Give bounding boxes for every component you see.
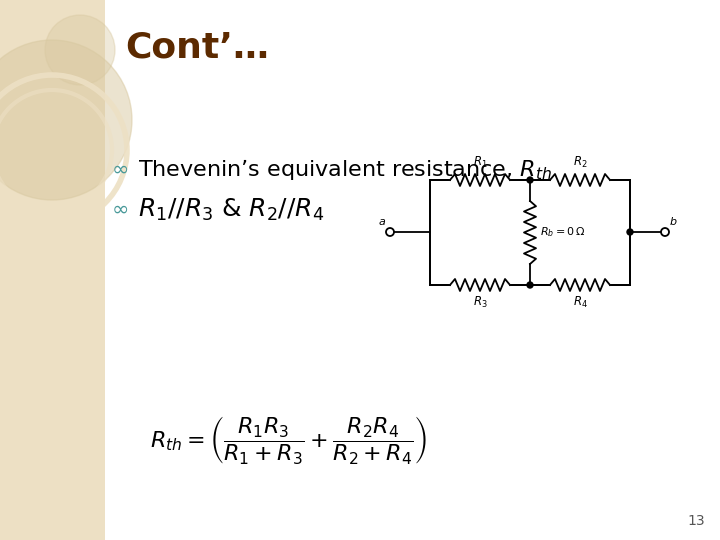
Text: $R_4$: $R_4$	[572, 295, 588, 310]
Circle shape	[661, 228, 669, 236]
Text: a: a	[378, 217, 385, 227]
Circle shape	[527, 177, 533, 183]
Text: $R_3$: $R_3$	[472, 295, 487, 310]
Text: $R_1$: $R_1$	[472, 155, 487, 170]
Text: b: b	[670, 217, 677, 227]
Circle shape	[527, 282, 533, 288]
Text: Cont’…: Cont’…	[125, 30, 269, 64]
Polygon shape	[0, 0, 105, 540]
Circle shape	[386, 228, 394, 236]
Text: 13: 13	[688, 514, 705, 528]
Text: $R_2$: $R_2$	[572, 155, 588, 170]
Text: ∞: ∞	[112, 160, 130, 180]
Text: Thevenin’s equivalent resistance, $R_{th}$: Thevenin’s equivalent resistance, $R_{th…	[138, 158, 552, 183]
Circle shape	[627, 229, 633, 235]
Circle shape	[45, 15, 115, 85]
Text: $R_b = 0\,\Omega$: $R_b = 0\,\Omega$	[540, 226, 585, 239]
Text: ∞: ∞	[112, 200, 130, 220]
Text: $R_1$//$ R_3$ & $R_2$//$ R_4$: $R_1$//$ R_3$ & $R_2$//$ R_4$	[138, 197, 324, 223]
Text: $R_{th} = \left(\dfrac{R_1 R_3}{R_1 + R_3} + \dfrac{R_2 R_4}{R_2 + R_4}\right)$: $R_{th} = \left(\dfrac{R_1 R_3}{R_1 + R_…	[150, 414, 427, 466]
Circle shape	[0, 40, 132, 200]
